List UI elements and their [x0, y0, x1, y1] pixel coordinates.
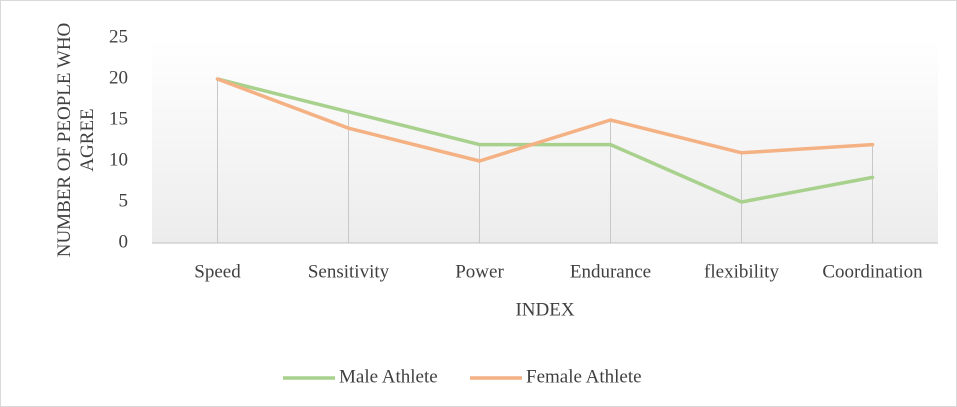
series-line	[215, 77, 875, 163]
x-tick-label: Power	[455, 261, 504, 282]
x-tick-label: Endurance	[570, 261, 651, 282]
y-tick-label: 15	[109, 108, 128, 129]
y-tick-label: 10	[109, 149, 128, 170]
x-tick-label: Speed	[194, 261, 241, 282]
series-line	[215, 77, 875, 204]
legend-label: Female Athlete	[526, 366, 642, 387]
x-tick-label: Sensitivity	[308, 261, 390, 282]
x-tick-label: flexibility	[704, 261, 779, 282]
y-axis-title: NUMBER OF PEOPLE WHO AGREE	[54, 22, 98, 258]
y-tick-label: 20	[109, 67, 128, 88]
x-axis-title: INDEX	[515, 299, 574, 320]
legend-label: Male Athlete	[339, 366, 438, 387]
y-tick-label: 0	[119, 231, 129, 252]
x-tick-label: Coordination	[822, 261, 923, 282]
y-tick-label: 25	[109, 26, 128, 47]
y-tick-label: 5	[119, 190, 129, 211]
